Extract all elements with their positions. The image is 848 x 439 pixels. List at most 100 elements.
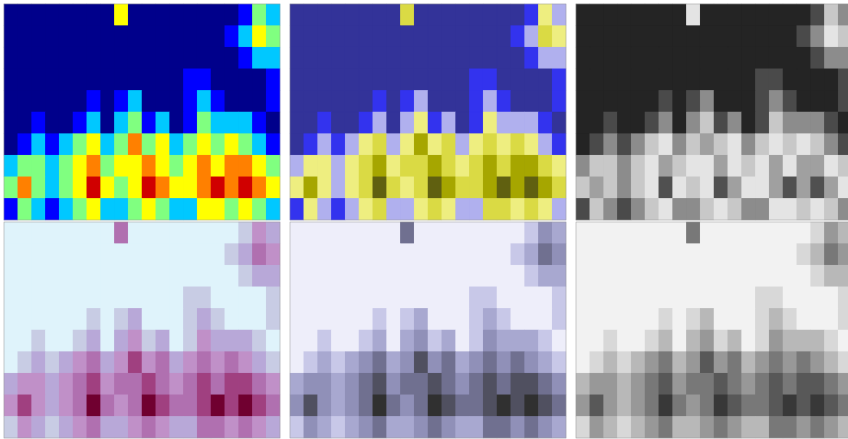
contour-cell — [58, 243, 74, 266]
contour-cell — [686, 372, 701, 396]
contour-cell — [196, 394, 212, 417]
contour-cell — [58, 25, 74, 48]
contour-cell — [86, 154, 101, 178]
contour-cell — [551, 154, 567, 178]
contour-cell — [441, 111, 456, 134]
contour-cell — [837, 154, 848, 178]
contour-cell — [427, 68, 443, 91]
contour-cell — [617, 286, 632, 309]
contour-cell — [303, 90, 318, 113]
contour-cell — [386, 176, 401, 199]
contour-cell — [344, 416, 360, 439]
contour-cell — [810, 394, 825, 417]
contour-cell — [630, 286, 646, 309]
contour-cell — [114, 111, 129, 134]
contour-cell — [3, 308, 19, 331]
contour-cell — [524, 154, 539, 178]
contour-cell — [86, 46, 101, 70]
contour-cell — [141, 351, 157, 374]
contour-cell — [344, 90, 360, 113]
contour-cell — [238, 176, 253, 199]
contour-cell — [824, 133, 839, 156]
contour-cell — [810, 264, 825, 288]
contour-cell — [238, 25, 253, 48]
contour-cell — [782, 308, 798, 331]
contour-cell — [658, 133, 673, 156]
contour-cell — [58, 133, 74, 156]
contour-cell — [810, 46, 825, 70]
contour-cell — [86, 176, 101, 199]
contour-cell — [644, 111, 660, 134]
contour-cell — [196, 264, 212, 288]
contour-cell — [317, 111, 332, 134]
contour-cell — [372, 308, 387, 331]
contour-cell — [45, 198, 60, 221]
contour-cell — [127, 394, 143, 417]
contour-cell — [400, 3, 415, 26]
contour-cell — [372, 3, 387, 26]
panel-frame — [575, 221, 848, 439]
contour-cell — [303, 221, 318, 244]
contour-cell — [45, 372, 60, 396]
contour-cell — [713, 68, 729, 91]
contour-cell — [183, 90, 198, 113]
contour-cell — [127, 351, 143, 374]
contour-cell — [538, 308, 553, 331]
contour-cell — [686, 46, 701, 70]
contour-cell — [713, 372, 729, 396]
contour-cell — [413, 25, 429, 48]
contour-cell — [252, 25, 267, 48]
contour-cell — [713, 3, 729, 26]
contour-cell — [496, 198, 512, 221]
contour-cell — [127, 111, 143, 134]
contour-cell — [630, 221, 646, 244]
contour-cell — [317, 264, 332, 288]
contour-cell — [469, 90, 484, 113]
contour-cell — [72, 221, 88, 244]
contour-cell — [386, 416, 401, 439]
contour-cell — [551, 111, 567, 134]
contour-cell — [252, 286, 267, 309]
contour-cell — [127, 154, 143, 178]
contour-cell — [796, 133, 811, 156]
contour-cell — [141, 329, 157, 352]
contour-cell — [741, 308, 756, 331]
contour-cell — [617, 394, 632, 417]
contour-cell — [45, 394, 60, 417]
contour-cell — [210, 394, 226, 417]
contour-cell — [58, 68, 74, 91]
contour-cell — [72, 308, 88, 331]
contour-cell — [455, 416, 470, 439]
contour-cell — [603, 308, 618, 331]
contour-cell — [169, 154, 184, 178]
contour-cell — [372, 154, 387, 178]
contour-cell — [224, 416, 239, 439]
contour-cell — [17, 416, 32, 439]
contour-cell — [496, 286, 512, 309]
contour-cell — [3, 394, 19, 417]
contour-cell — [837, 416, 848, 439]
contour-cell — [45, 154, 60, 178]
contour-cell — [782, 25, 798, 48]
contour-cell — [427, 133, 443, 156]
contour-cell — [782, 329, 798, 352]
contour-cell — [413, 176, 429, 199]
contour-cell — [824, 198, 839, 221]
contour-cell — [127, 3, 143, 26]
contour-cell — [427, 286, 443, 309]
contour-cell — [252, 308, 267, 331]
contour-cell — [603, 111, 618, 134]
contour-cell — [644, 329, 660, 352]
contour-cell — [727, 394, 742, 417]
contour-cell — [224, 68, 239, 91]
contour-cell — [686, 416, 701, 439]
contour-cell — [413, 243, 429, 266]
contour-cell — [3, 68, 19, 91]
contour-cell — [169, 329, 184, 352]
contour-cell — [441, 416, 456, 439]
contour-cell — [183, 68, 198, 91]
contour-cell — [603, 90, 618, 113]
contour-cell — [482, 154, 498, 178]
contour-cell — [183, 154, 198, 178]
contour-cell — [100, 3, 115, 26]
